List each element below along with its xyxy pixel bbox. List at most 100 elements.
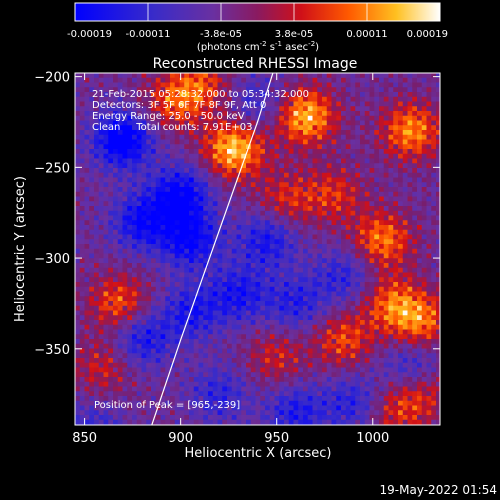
heatmap-cell <box>136 196 142 202</box>
heatmap-cell <box>269 419 275 425</box>
heatmap-cell <box>141 258 147 264</box>
heatmap-cell <box>303 134 309 140</box>
heatmap-cell <box>189 134 195 140</box>
heatmap-cell <box>179 272 185 278</box>
heatmap-cell <box>284 400 290 406</box>
heatmap-cell <box>288 329 294 335</box>
heatmap-cell <box>246 134 252 140</box>
heatmap-cell <box>174 106 180 112</box>
heatmap-cell <box>108 101 114 107</box>
heatmap-cell <box>217 111 223 117</box>
heatmap-cell <box>260 182 266 188</box>
heatmap-cell <box>360 158 366 164</box>
heatmap-cell <box>117 267 123 273</box>
heatmap-cell <box>317 291 323 297</box>
heatmap-cell <box>236 191 242 197</box>
heatmap-cell <box>151 353 157 359</box>
heatmap-cell <box>184 153 190 159</box>
heatmap-cell <box>132 305 138 311</box>
heatmap-cell <box>369 182 375 188</box>
heatmap-cell <box>203 191 209 197</box>
heatmap-cell <box>198 405 204 411</box>
heatmap-cell <box>374 372 380 378</box>
heatmap-cell <box>231 106 237 112</box>
heatmap-cell <box>345 196 351 202</box>
heatmap-cell <box>75 153 81 159</box>
heatmap-cell <box>317 153 323 159</box>
heatmap-cell <box>146 315 152 321</box>
heatmap-cell <box>146 358 152 364</box>
heatmap-cell <box>317 215 323 221</box>
heatmap-cell <box>374 187 380 193</box>
heatmap-cell <box>113 334 119 340</box>
heatmap-cell <box>317 377 323 383</box>
heatmap-cell <box>189 182 195 188</box>
heatmap-cell <box>255 362 261 368</box>
heatmap-cell <box>184 291 190 297</box>
heatmap-cell <box>193 187 199 193</box>
heatmap-cell <box>174 139 180 145</box>
heatmap-cell <box>184 286 190 292</box>
heatmap-cell <box>241 343 247 349</box>
heatmap-cell <box>231 339 237 345</box>
heatmap-cell <box>246 139 252 145</box>
heatmap-cell <box>360 111 366 117</box>
heatmap-cell <box>293 158 299 164</box>
heatmap-cell <box>113 77 119 83</box>
heatmap-cell <box>284 296 290 302</box>
heatmap-cell <box>307 187 313 193</box>
heatmap-cell <box>89 187 95 193</box>
heatmap-cell <box>246 315 252 321</box>
heatmap-cell <box>222 201 228 207</box>
heatmap-cell <box>326 267 332 273</box>
heatmap-cell <box>374 310 380 316</box>
heatmap-cell <box>284 153 290 159</box>
heatmap-cell <box>108 168 114 174</box>
heatmap-cell <box>84 310 90 316</box>
heatmap-cell <box>174 415 180 421</box>
heatmap-cell <box>236 405 242 411</box>
heatmap-cell <box>79 77 85 83</box>
heatmap-cell <box>193 244 199 250</box>
heatmap-cell <box>127 134 133 140</box>
heatmap-cell <box>360 377 366 383</box>
heatmap-cell <box>331 77 337 83</box>
heatmap-cell <box>326 225 332 231</box>
heatmap-cell <box>75 92 81 98</box>
heatmap-cell <box>117 210 123 216</box>
heatmap-cell <box>255 82 261 88</box>
heatmap-cell <box>336 410 342 416</box>
heatmap-cell <box>89 101 95 107</box>
heatmap-cell <box>250 386 256 392</box>
heatmap-cell <box>269 115 275 121</box>
heatmap-cell <box>355 410 361 416</box>
heatmap-cell <box>274 153 280 159</box>
heatmap-cell <box>103 343 109 349</box>
heatmap-cell <box>231 329 237 335</box>
heatmap-cell <box>374 377 380 383</box>
heatmap-cell <box>208 187 214 193</box>
heatmap-cell <box>122 101 128 107</box>
heatmap-cell <box>75 277 81 283</box>
heatmap-cell <box>303 158 309 164</box>
heatmap-cell <box>203 96 209 102</box>
heatmap-cell <box>322 348 328 354</box>
heatmap-cell <box>127 400 133 406</box>
heatmap-cell <box>184 158 190 164</box>
heatmap-cell <box>217 87 223 93</box>
heatmap-cell <box>179 315 185 321</box>
heatmap-cell <box>212 149 218 155</box>
heatmap-cell <box>355 125 361 131</box>
heatmap-cell <box>241 301 247 307</box>
heatmap-cell <box>388 134 394 140</box>
heatmap-cell <box>217 153 223 159</box>
heatmap-cell <box>284 82 290 88</box>
heatmap-cell <box>94 296 100 302</box>
heatmap-cell <box>160 234 166 240</box>
heatmap-cell <box>94 343 100 349</box>
heatmap-cell <box>322 139 328 145</box>
heatmap-cell <box>255 101 261 107</box>
heatmap-cell <box>227 234 233 240</box>
heatmap-cell <box>241 120 247 126</box>
heatmap-cell <box>326 220 332 226</box>
